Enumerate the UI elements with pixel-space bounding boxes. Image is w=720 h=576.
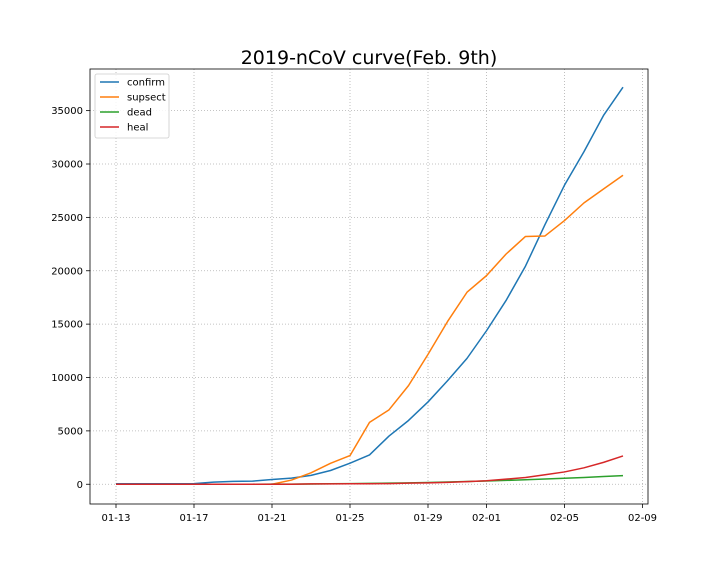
legend-label-dead: dead <box>127 108 152 119</box>
y-tick-label: 5000 <box>58 426 83 437</box>
legend-box <box>94 73 170 139</box>
legend-label-heal: heal <box>127 123 148 134</box>
y-tick-label: 0 <box>77 480 83 491</box>
legend-label-confirm: confirm <box>127 78 165 89</box>
x-tick-label: 02-09 <box>628 513 657 524</box>
series-line-confirm <box>116 86 624 485</box>
y-tick-label: 25000 <box>51 213 83 224</box>
y-tick-label: 30000 <box>51 160 83 171</box>
x-tick-label: 02-01 <box>472 513 501 524</box>
x-tick-label: 01-17 <box>179 513 208 524</box>
y-tick-label: 15000 <box>51 320 83 331</box>
x-tick-label: 01-29 <box>413 513 442 524</box>
axes: 01-13 01-17 01-21 01-25 01-29 02-01 02-05 02-09… <box>51 68 657 524</box>
x-tick-label: 01-21 <box>257 513 286 524</box>
grid <box>90 69 648 504</box>
legend: confirm supsect dead heal <box>94 73 170 139</box>
series-line-heal <box>116 455 624 485</box>
y-tick-label: 10000 <box>51 373 83 384</box>
series-lines <box>116 86 624 485</box>
x-tick-label: 01-25 <box>335 513 364 524</box>
x-tick-label: 02-05 <box>550 513 579 524</box>
plot-frame <box>89 68 649 505</box>
chart-title: 2019-nCoV curve(Feb. 9th) <box>241 47 498 69</box>
y-tick-label: 20000 <box>51 266 83 277</box>
y-tick-label: 35000 <box>51 106 83 117</box>
legend-label-supsect: supsect <box>127 93 166 104</box>
x-tick-label: 01-13 <box>101 513 130 524</box>
